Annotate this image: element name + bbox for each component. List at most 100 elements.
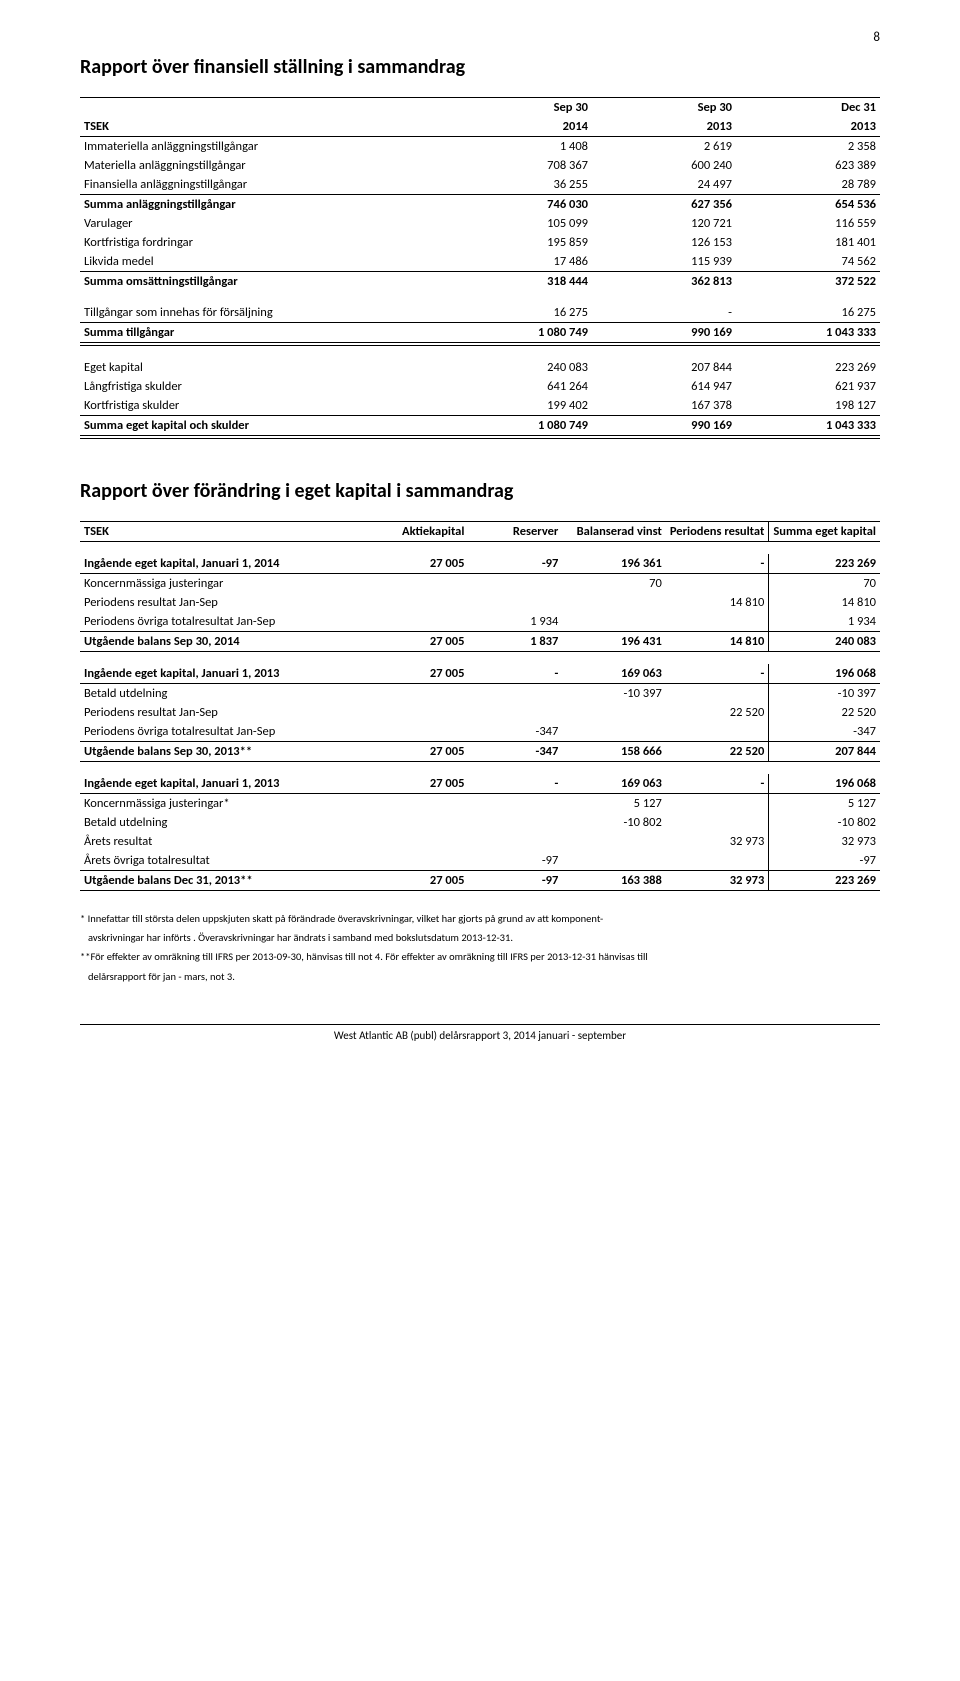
open-label: Ingående eget kapital, Januari 1, 2013: [80, 774, 374, 794]
cell: 163 388: [562, 871, 665, 891]
row-label: Koncernmässiga justeringar: [80, 574, 374, 594]
row-label: Periodens resultat Jan-Sep: [80, 593, 374, 612]
row-label: Långfristiga skulder: [80, 377, 448, 396]
cell: [374, 593, 469, 612]
cell: 169 063: [562, 774, 665, 794]
cell: 167 378: [592, 396, 736, 416]
cell: -10 802: [769, 813, 880, 832]
section2-title: Rapport över förändring i eget kapital i…: [80, 479, 880, 503]
cell: [374, 703, 469, 722]
cell: [468, 794, 562, 814]
cell: 181 401: [736, 233, 880, 252]
cell: [666, 851, 769, 871]
cell: 1 043 333: [736, 416, 880, 438]
cell: [468, 684, 562, 704]
cell: -10 802: [562, 813, 665, 832]
cell: -: [592, 303, 736, 323]
row-label: Periodens övriga totalresultat Jan-Sep: [80, 722, 374, 742]
row-label: Likvida medel: [80, 252, 448, 272]
cell: 223 269: [769, 554, 880, 574]
cell: -347: [468, 742, 562, 762]
cell: 17 486: [448, 252, 592, 272]
cell: [374, 722, 469, 742]
cell: 746 030: [448, 195, 592, 215]
total-label: Summa tillgångar: [80, 323, 448, 345]
cell: 169 063: [562, 664, 665, 684]
cell: [562, 832, 665, 851]
cell: [374, 851, 469, 871]
subtotal-label: Summa anläggningstillgångar: [80, 195, 448, 215]
cell: [374, 813, 469, 832]
cell: 32 973: [666, 871, 769, 891]
col-h2-a: Sep 30: [592, 98, 736, 118]
cell: 2 619: [592, 137, 736, 157]
cell: 27 005: [374, 742, 469, 762]
equity-change-table: TSEK Aktiekapital Reserver Balanserad vi…: [80, 521, 880, 891]
cell: 27 005: [374, 871, 469, 891]
cell: 14 810: [666, 593, 769, 612]
cell: 105 099: [448, 214, 592, 233]
cell: -347: [769, 722, 880, 742]
cell: [374, 832, 469, 851]
row-label: Årets resultat: [80, 832, 374, 851]
footnote-text: **För effekter av omräkning till IFRS pe…: [80, 949, 880, 964]
row-label: Koncernmässiga justeringar*: [80, 794, 374, 814]
cell: -97: [468, 554, 562, 574]
cell: 196 361: [562, 554, 665, 574]
cell: [468, 593, 562, 612]
cell: 16 275: [736, 303, 880, 323]
cell: -347: [468, 722, 562, 742]
page-number: 8: [80, 30, 880, 45]
cell: 70: [769, 574, 880, 594]
cell: [562, 851, 665, 871]
cell: 28 789: [736, 175, 880, 195]
col-head: Summa eget kapital: [769, 522, 880, 542]
cell: 708 367: [448, 156, 592, 175]
cell: [374, 684, 469, 704]
cell: 116 559: [736, 214, 880, 233]
cell: 27 005: [374, 774, 469, 794]
cell: 14 810: [666, 632, 769, 652]
page: 8 Rapport över finansiell ställning i sa…: [0, 0, 960, 1082]
cell: -97: [468, 871, 562, 891]
cell: 36 255: [448, 175, 592, 195]
cell: 22 520: [666, 703, 769, 722]
cell: 27 005: [374, 632, 469, 652]
cell: 623 389: [736, 156, 880, 175]
row-label: Årets övriga totalresultat: [80, 851, 374, 871]
cell: [666, 813, 769, 832]
cell: -: [468, 774, 562, 794]
col-head: Balanserad vinst: [562, 522, 665, 542]
cell: [666, 684, 769, 704]
cell: [468, 832, 562, 851]
cell: 27 005: [374, 554, 469, 574]
cell: 2 358: [736, 137, 880, 157]
cell: -: [666, 774, 769, 794]
open-label: Ingående eget kapital, Januari 1, 2014: [80, 554, 374, 574]
row-label: Immateriella anläggningstillgångar: [80, 137, 448, 157]
cell: 207 844: [592, 358, 736, 377]
cell: 990 169: [592, 323, 736, 345]
currency-label: TSEK: [80, 117, 448, 137]
cell: [468, 574, 562, 594]
cell: 196 068: [769, 664, 880, 684]
cell: 196 068: [769, 774, 880, 794]
cell: 621 937: [736, 377, 880, 396]
footnote-text: delårsrapport för jan - mars, not 3.: [80, 969, 880, 984]
row-label: Betald utdelning: [80, 813, 374, 832]
cell: 990 169: [592, 416, 736, 438]
cell: 126 153: [592, 233, 736, 252]
col-h3-b: 2013: [736, 117, 880, 137]
cell: 115 939: [592, 252, 736, 272]
cell: 318 444: [448, 272, 592, 292]
row-label: Periodens resultat Jan-Sep: [80, 703, 374, 722]
cell: 1 408: [448, 137, 592, 157]
section1-title: Rapport över finansiell ställning i samm…: [80, 55, 880, 79]
cell: [562, 593, 665, 612]
open-label: Ingående eget kapital, Januari 1, 2013: [80, 664, 374, 684]
cell: 199 402: [448, 396, 592, 416]
cell: 27 005: [374, 664, 469, 684]
cell: 1 080 749: [448, 323, 592, 345]
cell: -10 397: [562, 684, 665, 704]
subtotal-label: Summa omsättningstillgångar: [80, 272, 448, 292]
